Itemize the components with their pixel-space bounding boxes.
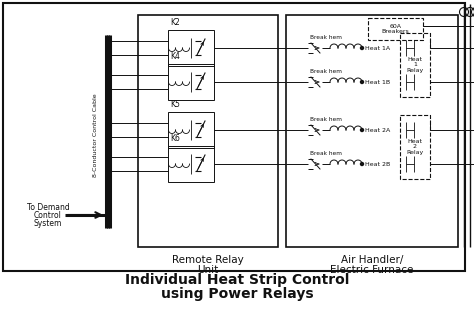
Text: K5: K5 xyxy=(170,100,180,109)
Bar xyxy=(168,64,214,100)
Text: Control: Control xyxy=(34,211,62,219)
Text: Electric Furnace: Electric Furnace xyxy=(330,265,414,275)
Text: Remote Relay: Remote Relay xyxy=(172,255,244,265)
Text: 60A
Breakers: 60A Breakers xyxy=(382,23,410,34)
Bar xyxy=(3,3,465,271)
Text: Break hem: Break hem xyxy=(310,35,342,40)
Text: Heat 2A: Heat 2A xyxy=(365,127,390,132)
Circle shape xyxy=(361,47,364,49)
Text: Break hem: Break hem xyxy=(310,151,342,156)
Text: Air Handler/: Air Handler/ xyxy=(341,255,403,265)
Bar xyxy=(400,33,430,97)
Bar xyxy=(168,146,214,182)
Circle shape xyxy=(361,80,364,84)
Bar xyxy=(368,18,423,40)
Text: Break hem: Break hem xyxy=(310,69,342,74)
Bar xyxy=(168,112,214,148)
Bar xyxy=(286,15,458,247)
Circle shape xyxy=(361,162,364,166)
Text: Unit: Unit xyxy=(197,265,219,275)
Bar xyxy=(400,115,430,179)
Text: Heat 2B: Heat 2B xyxy=(365,162,390,167)
Text: K4: K4 xyxy=(170,52,180,61)
Bar xyxy=(168,30,214,66)
Text: Individual Heat Strip Control: Individual Heat Strip Control xyxy=(125,273,349,287)
Text: Heat 1A: Heat 1A xyxy=(365,45,390,50)
Text: K2: K2 xyxy=(170,18,180,27)
Bar xyxy=(138,15,278,247)
Text: Break hem: Break hem xyxy=(310,117,342,122)
Text: System: System xyxy=(34,218,62,228)
Text: using Power Relays: using Power Relays xyxy=(161,287,313,301)
Text: Heat 1B: Heat 1B xyxy=(365,80,390,85)
Text: To Demand: To Demand xyxy=(27,203,69,212)
Text: Heat
2
Relay: Heat 2 Relay xyxy=(406,139,424,155)
Text: Heat
1
Relay: Heat 1 Relay xyxy=(406,57,424,73)
Text: K6: K6 xyxy=(170,134,180,143)
Circle shape xyxy=(361,129,364,131)
Text: 8-Conductor Control Cable: 8-Conductor Control Cable xyxy=(93,93,99,177)
